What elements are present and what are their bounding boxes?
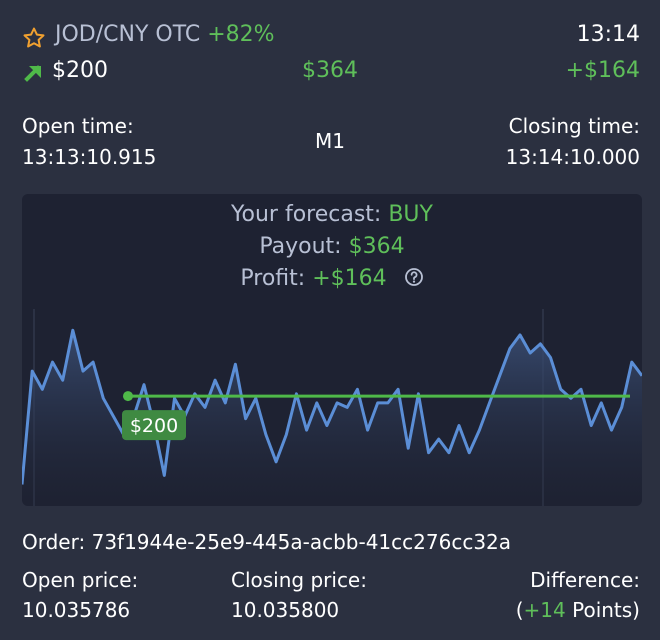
payout-row: Payout: $364 <box>22 234 642 259</box>
open-price-label: Open price: <box>22 568 139 592</box>
price-area <box>22 330 642 506</box>
forecast-value: BUY <box>388 202 433 227</box>
trade-amount: $200 <box>52 58 108 83</box>
open-time-value: 13:13:10.915 <box>22 145 157 169</box>
pair-name: JOD/CNY OTC <box>55 22 201 47</box>
difference-value: (+14 Points) <box>516 598 640 622</box>
chart-panel: $200 Your forecast: BUY Payout: $364 Pro… <box>22 194 642 506</box>
forecast-label: Your forecast: <box>231 202 382 227</box>
arrow-up-right-icon <box>24 65 41 82</box>
profit-row: Profit: +$164 <box>22 266 642 291</box>
profit-label: Profit: <box>240 266 306 291</box>
price-chart: $200 <box>22 309 642 506</box>
open-price-value: 10.035786 <box>22 598 131 622</box>
entry-point <box>123 391 133 402</box>
payout-percent: +82% <box>207 22 275 47</box>
trade-profit: +$164 <box>565 58 640 83</box>
trade-payout: $364 <box>302 58 358 83</box>
closing-price-value: 10.035800 <box>231 598 340 622</box>
entry-amount-label: $200 <box>130 415 178 437</box>
entry-amount-badge <box>122 410 186 441</box>
payout-label: Payout: <box>259 234 342 259</box>
closing-time-value: 13:14:10.000 <box>505 145 640 169</box>
difference-points: +14 <box>523 598 566 622</box>
pair-title: JOD/CNY OTC +82% <box>55 22 275 47</box>
question-circle-icon[interactable] <box>404 267 424 287</box>
forecast-row: Your forecast: BUY <box>22 202 642 227</box>
timeframe: M1 <box>315 129 345 153</box>
open-time-label: Open time: <box>22 114 134 138</box>
current-time: 13:14 <box>576 22 640 47</box>
payout-value: $364 <box>348 234 405 259</box>
difference-label: Difference: <box>530 568 640 592</box>
order-label: Order: <box>22 530 86 554</box>
order-row: Order: 73f1944e-25e9-445a-acbb-41cc276cc… <box>22 530 511 554</box>
closing-time-label: Closing time: <box>508 114 640 138</box>
difference-paren-open: ( <box>515 598 524 622</box>
order-id[interactable]: 73f1944e-25e9-445a-acbb-41cc276cc32a <box>91 530 512 554</box>
profit-value: +$164 <box>312 266 387 291</box>
closing-price-label: Closing price: <box>231 568 367 592</box>
star-icon[interactable] <box>22 26 46 50</box>
difference-unit: Points) <box>565 598 640 622</box>
